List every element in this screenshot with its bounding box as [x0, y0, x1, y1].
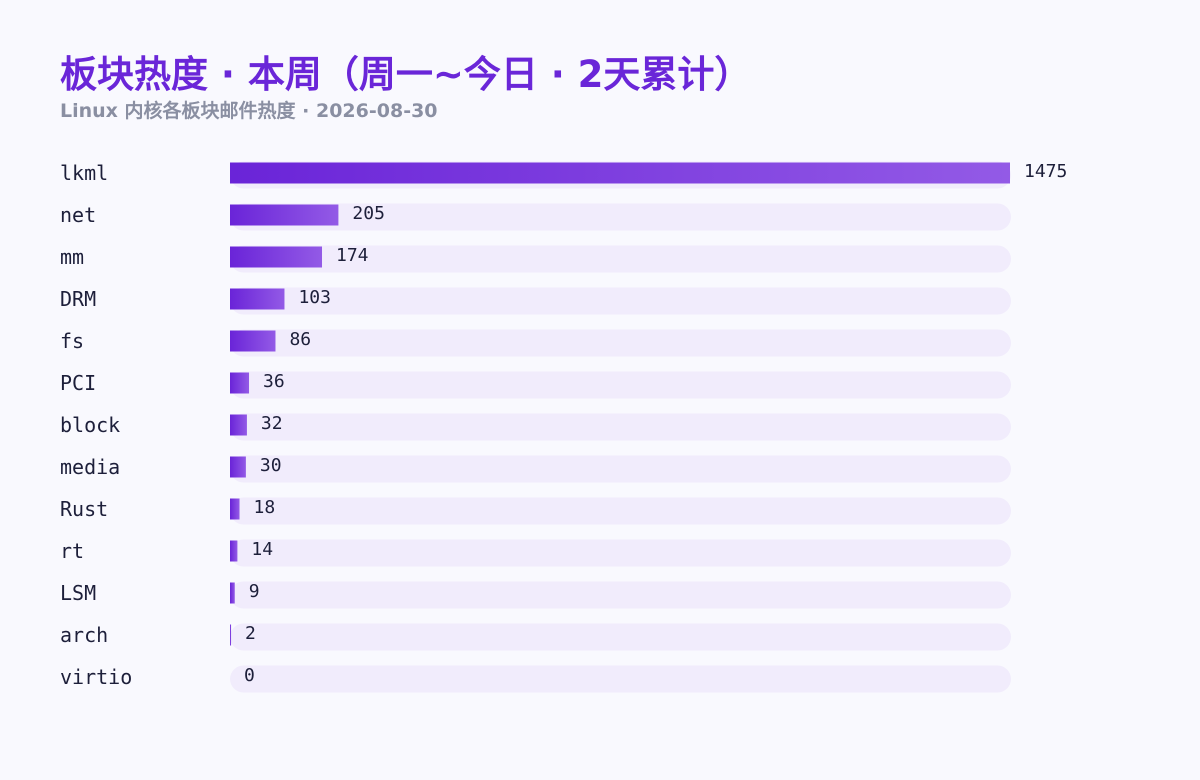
bar-track-virtio	[230, 665, 1011, 693]
value-label-fs: 86	[289, 329, 311, 350]
value-label-arch: 2	[245, 623, 256, 644]
category-label-rust: Rust	[60, 497, 108, 521]
category-label-lsm: LSM	[60, 581, 96, 605]
bars-group: lkml 1475 net 205 mm 174 DRM 103 fs 86 PCI 36 block 3…	[60, 161, 1067, 693]
value-label-rt: 14	[251, 539, 273, 560]
value-label-net: 205	[352, 203, 385, 224]
category-label-mm: mm	[60, 245, 84, 269]
bar-media	[230, 456, 246, 478]
bar-drm	[230, 288, 285, 310]
value-label-rust: 18	[254, 497, 276, 518]
bar-block	[230, 414, 247, 436]
bar-lsm	[230, 582, 235, 604]
bar-lkml	[230, 162, 1010, 184]
category-label-drm: DRM	[60, 287, 96, 311]
bar-track-block	[230, 413, 1011, 441]
bar-track-fs	[230, 329, 1011, 357]
bar-track-drm	[230, 287, 1011, 315]
bar-net	[230, 204, 339, 226]
bar-rust	[230, 498, 240, 520]
category-label-fs: fs	[60, 329, 84, 353]
chart-subtitle: Linux 内核各板块邮件热度 · 2026-08-30	[60, 100, 438, 122]
bar-track-net	[230, 203, 1011, 231]
value-label-virtio: 0	[244, 665, 255, 686]
bar-track-pci	[230, 371, 1011, 399]
value-label-mm: 174	[336, 245, 369, 266]
bar-track-arch	[230, 623, 1011, 651]
bar-track-rt	[230, 539, 1011, 567]
bar-pci	[230, 372, 250, 394]
category-label-lkml: lkml	[60, 161, 108, 185]
chart-title: 板块热度 · 本周（周一~今日 · 2天累计）	[60, 53, 752, 96]
category-label-media: media	[60, 455, 120, 479]
category-label-rt: rt	[60, 539, 84, 563]
bar-arch	[230, 624, 232, 646]
category-label-block: block	[60, 413, 120, 437]
category-label-pci: PCI	[60, 371, 96, 395]
value-label-pci: 36	[263, 371, 285, 392]
bar-fs	[230, 330, 276, 352]
bar-mm	[230, 246, 323, 268]
category-label-net: net	[60, 203, 96, 227]
category-label-arch: arch	[60, 623, 108, 647]
bar-rt	[230, 540, 238, 562]
value-label-lkml: 1475	[1024, 161, 1067, 182]
category-label-virtio: virtio	[60, 665, 132, 689]
bar-track-rust	[230, 497, 1011, 525]
bar-track-mm	[230, 245, 1011, 273]
value-label-block: 32	[261, 413, 283, 434]
value-label-lsm: 9	[249, 581, 260, 602]
bar-track-lsm	[230, 581, 1011, 609]
value-label-media: 30	[260, 455, 282, 476]
bar-track-media	[230, 455, 1011, 483]
value-label-drm: 103	[298, 287, 331, 308]
